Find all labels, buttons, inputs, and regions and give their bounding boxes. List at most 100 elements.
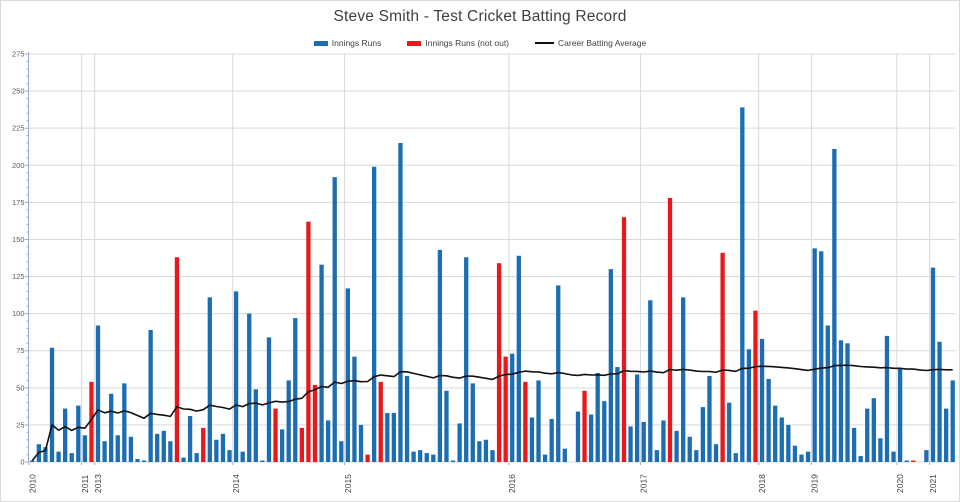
innings-bar (648, 300, 653, 462)
innings-bar (437, 249, 443, 462)
innings-bar (95, 325, 101, 462)
innings-bar (871, 398, 876, 462)
innings-bar (542, 454, 548, 462)
innings-bar-not-out (273, 408, 278, 462)
innings-bar (483, 439, 489, 462)
innings-bar (595, 372, 600, 462)
innings-bar (155, 433, 160, 462)
innings-bar (851, 427, 857, 462)
legend-item-career-average: Career Batting Average (535, 38, 646, 48)
innings-bar (135, 459, 140, 462)
innings-bar (878, 438, 883, 462)
innings-bar (549, 418, 554, 462)
innings-bar (773, 405, 778, 462)
innings-bar (82, 435, 88, 462)
innings-bar (740, 107, 745, 462)
innings-bar (865, 408, 870, 462)
innings-bar (30, 460, 35, 462)
innings-bar (943, 408, 949, 462)
innings-bar-not-out (720, 252, 725, 462)
innings-bar (450, 460, 456, 462)
innings-bar (398, 143, 403, 462)
innings-bar (812, 248, 817, 462)
svg-text:200: 200 (12, 161, 25, 170)
innings-bar (418, 450, 423, 462)
innings-bar (832, 148, 837, 462)
x-axis-year-label: 2019 (810, 474, 820, 493)
innings-bar (819, 251, 824, 462)
innings-bar (681, 297, 686, 462)
innings-bar (937, 341, 942, 462)
innings-bar (122, 383, 127, 462)
innings-bar (233, 291, 239, 462)
innings-bar (49, 347, 55, 462)
innings-bar (345, 288, 351, 462)
innings-bar (694, 450, 699, 462)
innings-bar (319, 264, 324, 462)
innings-bar (562, 448, 567, 462)
innings-bar (63, 408, 68, 462)
innings-bar (266, 337, 272, 462)
innings-bar-not-out (306, 221, 311, 462)
legend-label: Innings Runs (331, 38, 382, 48)
innings-bar (464, 257, 469, 462)
innings-bar-not-out (503, 356, 508, 462)
innings-bar (358, 424, 364, 462)
legend-label: Career Batting Average (558, 38, 647, 48)
innings-bar (424, 453, 429, 462)
innings-bar-not-out (621, 217, 627, 462)
innings-bar (194, 453, 199, 462)
innings-bar (674, 430, 679, 462)
innings-bar (128, 436, 134, 462)
innings-bar (444, 390, 449, 462)
innings-bar (786, 424, 791, 462)
innings-bar (490, 450, 495, 462)
innings-bar (700, 407, 706, 462)
innings-bar (220, 433, 226, 462)
innings-bar-not-out (312, 384, 318, 462)
innings-bar (332, 177, 337, 462)
innings-bar-not-out (299, 427, 304, 462)
innings-bar (536, 380, 541, 462)
innings-bar-not-out (201, 427, 206, 462)
chart-legend: Innings Runs Innings Runs (not out) Care… (1, 38, 959, 48)
innings-bar (556, 285, 561, 462)
innings-bar (792, 445, 798, 462)
svg-text:75: 75 (16, 346, 24, 355)
x-axis-year-label: 2014 (231, 474, 241, 493)
legend-label: Innings Runs (not out) (425, 38, 510, 48)
innings-bar (457, 423, 462, 462)
innings-bar (727, 402, 732, 462)
x-axis-year-label: 2020 (895, 474, 905, 493)
legend-item-innings-runs-not-out: Innings Runs (not out) (407, 38, 509, 48)
x-axis-year-label: 2013 (93, 474, 103, 493)
innings-bar (404, 375, 410, 462)
innings-bar (339, 441, 344, 462)
svg-text:175: 175 (12, 198, 25, 207)
innings-bar (884, 335, 890, 462)
innings-bar (707, 375, 712, 462)
innings-bar (431, 454, 436, 462)
innings-bar-not-out (174, 257, 180, 462)
innings-bar-not-out (753, 310, 758, 462)
x-axis-year-label: 2011 (80, 474, 90, 493)
innings-bar (904, 460, 909, 462)
innings-bar (510, 353, 515, 462)
innings-bar (588, 414, 594, 462)
x-axis-year-label: 2010 (27, 474, 37, 493)
x-axis-year-label: 2021 (928, 474, 938, 493)
innings-bar (293, 318, 298, 462)
innings-bar (930, 267, 936, 462)
svg-text:250: 250 (12, 87, 25, 96)
innings-bar (286, 380, 291, 462)
innings-bar (516, 255, 521, 462)
svg-text:100: 100 (12, 309, 25, 318)
svg-text:0: 0 (20, 458, 24, 467)
innings-bar (148, 329, 153, 462)
innings-bar (181, 457, 186, 462)
innings-bar (733, 453, 738, 462)
innings-bar (56, 451, 61, 462)
innings-bar (805, 451, 811, 462)
